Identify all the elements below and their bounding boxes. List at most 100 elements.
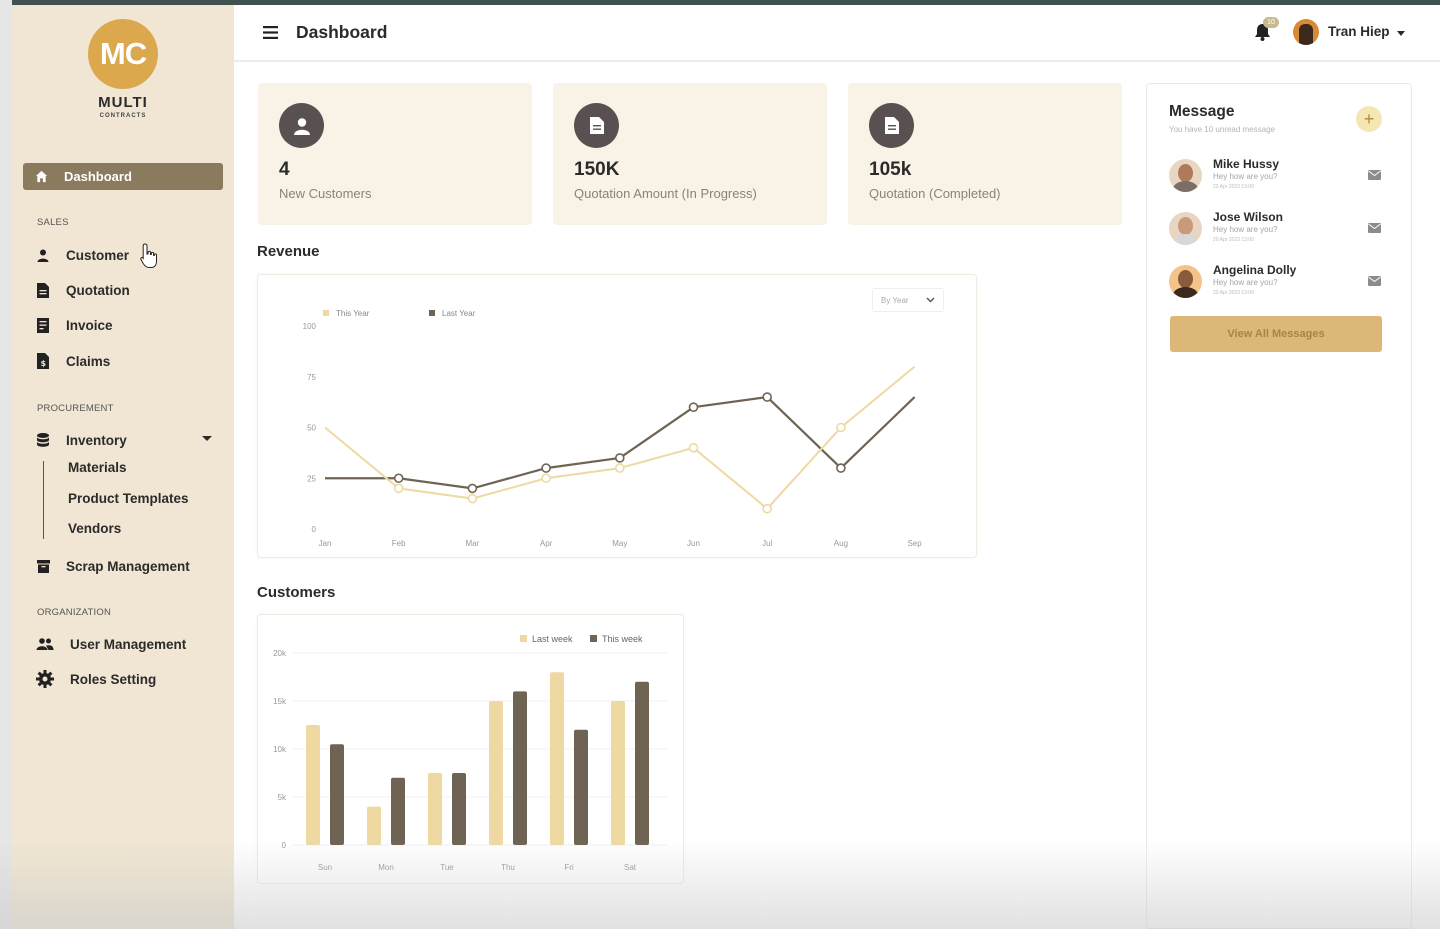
sidebar-item-vendors[interactable]: Vendors	[68, 521, 122, 536]
revenue-chart-panel	[257, 274, 977, 558]
data-point	[467, 483, 478, 494]
chevron-down-icon[interactable]	[202, 436, 212, 441]
sidebar-item-label: Customer	[66, 247, 130, 263]
user-icon	[37, 249, 49, 262]
window-top-strip	[0, 0, 1440, 5]
page-title: Dashboard	[296, 22, 388, 42]
bar-this-week	[574, 729, 588, 845]
legend-swatch	[429, 310, 435, 316]
sidebar-item-quotation[interactable]: Quotation	[36, 278, 130, 302]
brand-tagline: CONTRACTS	[99, 113, 147, 119]
message-title: Message	[1169, 103, 1235, 120]
message-item[interactable]: Angelina Dolly Hey how are you? 20 Apr 2…	[1169, 263, 1381, 303]
stat-value: 4	[279, 159, 290, 180]
message-item[interactable]: Jose Wilson Hey how are you? 20 Apr 2023…	[1169, 210, 1381, 250]
data-point	[467, 493, 478, 504]
y-tick-label: 20k	[273, 649, 287, 658]
bar-last-week	[367, 806, 381, 845]
bar-last-week	[306, 725, 320, 845]
stat-label: Quotation (Completed)	[869, 186, 1001, 201]
data-point	[393, 483, 404, 494]
revenue-filter-value: By Year	[881, 295, 909, 305]
sidebar-item-product-templates[interactable]: Product Templates	[68, 491, 189, 506]
sidebar-item-label: Claims	[66, 353, 111, 369]
x-tick-label: Jun	[687, 539, 700, 548]
user-menu-caret-icon[interactable]	[1397, 31, 1405, 36]
sidebar-item-claims[interactable]: $ Claims	[36, 349, 110, 373]
view-all-messages-button[interactable]: View All Messages	[1170, 316, 1382, 352]
y-tick-label: 5k	[278, 793, 287, 802]
stat-label: Quotation Amount (In Progress)	[574, 186, 757, 201]
data-point	[762, 503, 773, 514]
gear-icon	[36, 670, 54, 688]
customers-title: Customers	[257, 584, 336, 601]
sidebar-item-label: User Management	[70, 636, 187, 652]
x-tick-label: Mon	[378, 863, 394, 872]
bar-this-week	[330, 744, 344, 845]
bar-last-week	[611, 701, 625, 845]
message-time: 20 Apr 2023 13:00	[1213, 237, 1254, 243]
sidebar-item-roles-setting[interactable]: Roles Setting	[36, 667, 156, 691]
message-subtitle: You have 10 unread message	[1169, 125, 1276, 134]
notification-badge: 10	[1263, 17, 1279, 28]
add-message-button[interactable]: +	[1356, 106, 1382, 132]
mail-icon[interactable]	[1368, 223, 1381, 233]
sidebar-item-customer[interactable]: Customer	[36, 243, 129, 267]
sidebar-item-materials[interactable]: Materials	[68, 460, 127, 475]
mail-icon[interactable]	[1368, 170, 1381, 180]
message-sender: Mike Hussy	[1213, 157, 1280, 171]
series-line-this-year	[324, 365, 916, 511]
brand-logo[interactable]: MC	[88, 19, 158, 89]
x-tick-label: Jul	[762, 539, 772, 548]
legend-label: Last week	[532, 634, 573, 644]
message-time: 20 Apr 2023 13:00	[1213, 184, 1254, 190]
y-tick-label: 10k	[273, 745, 287, 754]
y-tick-label: 0	[312, 525, 317, 534]
bar-last-week	[428, 773, 442, 845]
sidebar-item-invoice[interactable]: Invoice	[36, 313, 113, 337]
sidebar-item-scrap-management[interactable]: Scrap Management	[36, 554, 190, 578]
avatar	[1169, 212, 1202, 245]
stat-value: 150K	[574, 159, 620, 180]
message-item[interactable]: Mike Hussy Hey how are you? 20 Apr 2023 …	[1169, 157, 1381, 197]
stat-value: 105k	[869, 159, 912, 180]
x-tick-label: Mar	[466, 539, 480, 548]
brand-name: MULTI	[98, 94, 148, 111]
document-icon	[37, 282, 49, 298]
section-label-organization: ORGANIZATION	[37, 607, 112, 618]
legend-label: Last Year	[442, 309, 476, 318]
data-point	[614, 453, 625, 463]
section-label-procurement: PROCUREMENT	[37, 403, 114, 414]
sidebar-item-user-management[interactable]: User Management	[36, 632, 186, 656]
x-tick-label: Thu	[501, 863, 515, 872]
data-point	[688, 443, 699, 453]
data-point	[762, 392, 773, 402]
hamburger-menu-icon[interactable]	[263, 26, 278, 39]
user-name[interactable]: Tran Hiep	[1328, 24, 1390, 39]
mail-icon[interactable]	[1368, 276, 1381, 286]
svg-text:$: $	[41, 359, 47, 368]
x-tick-label: Sep	[907, 539, 922, 548]
section-label-sales: SALES	[37, 217, 69, 228]
user-icon	[279, 103, 324, 148]
brand-initials: MC	[99, 36, 147, 71]
revenue-filter-select[interactable]: By Year	[872, 288, 944, 312]
data-point	[393, 473, 404, 484]
sidebar-item-inventory[interactable]: Inventory	[36, 428, 127, 452]
y-tick-label: 15k	[273, 697, 287, 706]
y-tick-label: 50	[307, 424, 316, 433]
sidebar-item-dashboard[interactable]: Dashboard	[23, 163, 223, 190]
archive-icon	[36, 559, 50, 573]
top-header: Dashboard 10 Tran Hiep	[234, 5, 1440, 62]
revenue-line-chart: 0 25 50 75 100 Jan Feb Mar Apr May Jun Jul Aug Sep Thi…	[303, 309, 923, 548]
sidebar-item-label: Inventory	[66, 432, 127, 448]
invoice-icon	[37, 317, 49, 333]
data-point	[836, 422, 846, 433]
data-point	[541, 473, 551, 484]
x-tick-label: Feb	[392, 539, 406, 548]
message-time: 20 Apr 2023 13:00	[1213, 290, 1254, 296]
sidebar: MC MULTI CONTRACTS Dashboard SALES Custo…	[12, 5, 234, 929]
user-avatar[interactable]	[1293, 19, 1319, 45]
customers-bar-chart: 0 5k 10k 15k 20k Sun Mon Tue Thu Fri Sat Last week T…	[273, 634, 667, 872]
message-preview: Hey how are you?	[1213, 278, 1278, 287]
